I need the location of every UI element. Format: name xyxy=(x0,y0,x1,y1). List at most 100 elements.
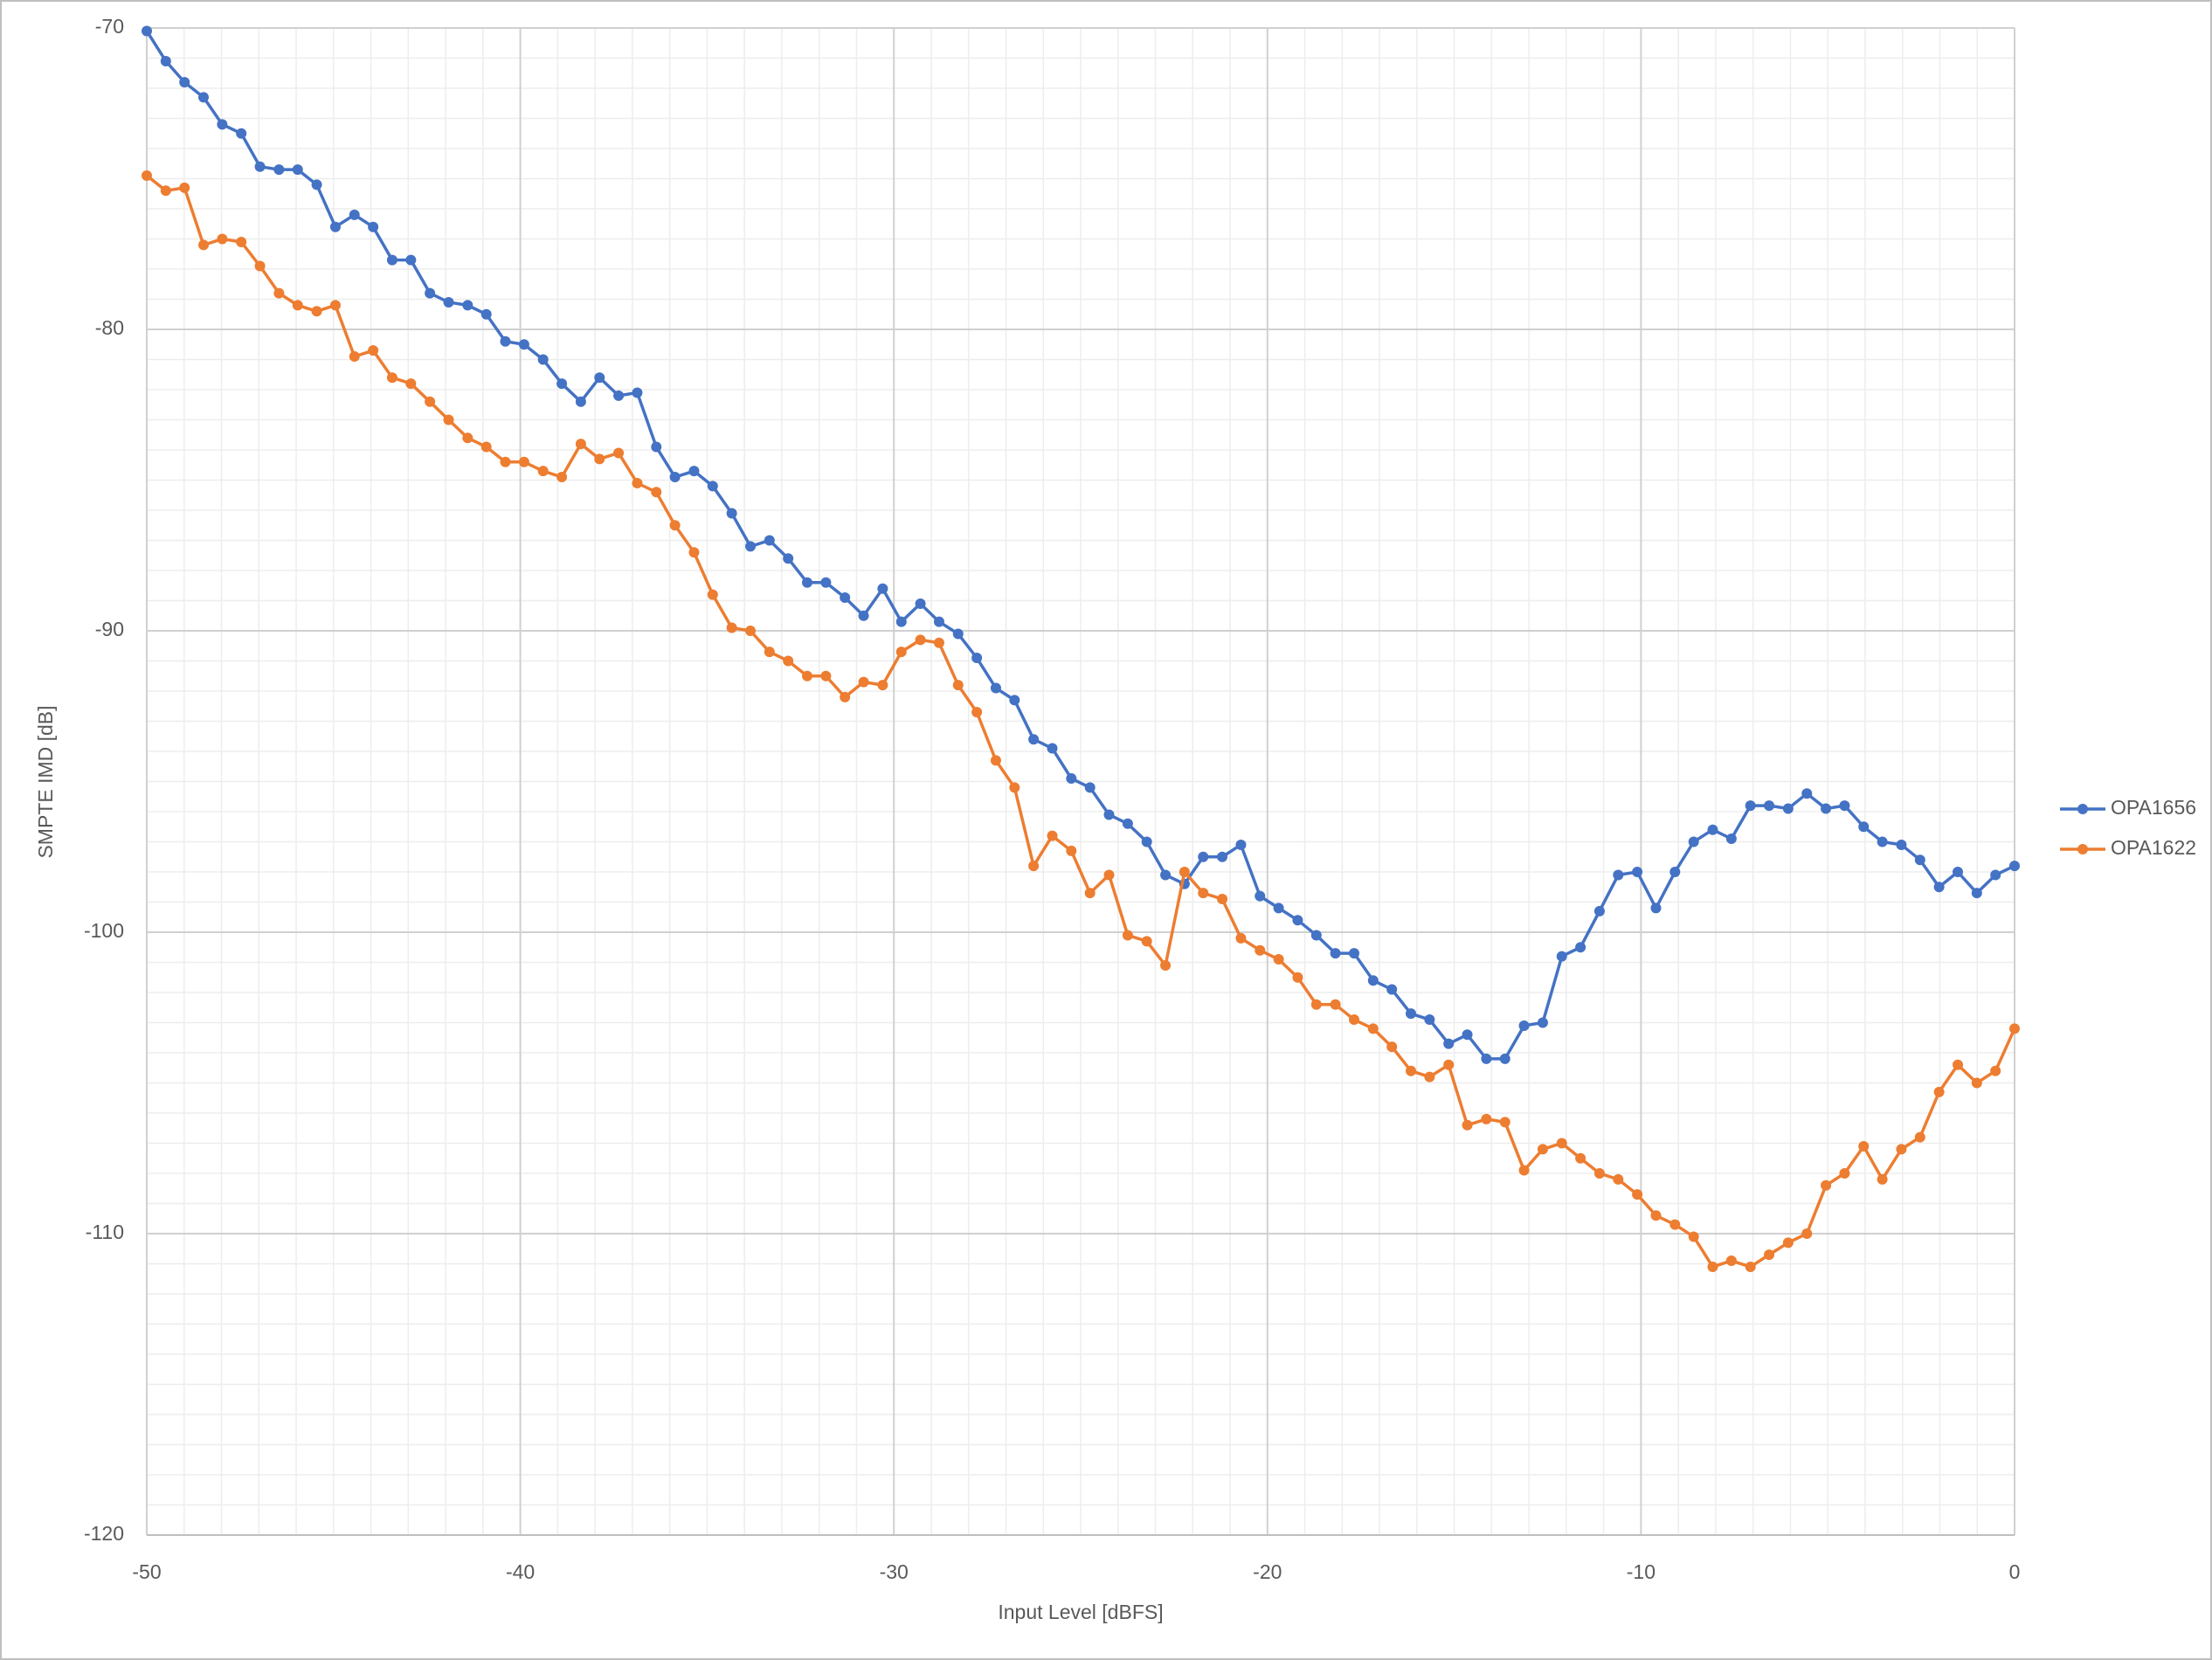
data-point xyxy=(1782,803,1794,814)
data-point xyxy=(311,306,322,317)
series xyxy=(142,170,2020,1272)
data-point xyxy=(575,439,586,450)
data-point xyxy=(1707,1261,1718,1272)
data-point xyxy=(254,161,266,172)
data-point xyxy=(1424,1071,1435,1082)
data-point xyxy=(217,233,228,245)
data-point xyxy=(179,182,190,193)
y-axis-label: SMPTE IMD [dB] xyxy=(34,705,57,858)
data-point xyxy=(1198,888,1209,899)
data-point xyxy=(1688,836,1699,847)
data-point xyxy=(1877,1173,1888,1185)
data-point xyxy=(368,221,379,232)
data-point xyxy=(1764,1249,1775,1261)
legend-label: OPA1622 xyxy=(2111,836,2196,859)
data-point xyxy=(1839,1168,1850,1179)
data-point xyxy=(632,477,643,488)
data-point xyxy=(1556,951,1567,962)
data-point xyxy=(915,598,926,609)
data-point xyxy=(273,287,285,299)
data-point xyxy=(500,335,511,347)
data-point xyxy=(1650,903,1662,914)
data-point xyxy=(443,414,454,425)
data-point xyxy=(160,55,171,66)
series xyxy=(142,25,2020,1064)
data-point xyxy=(1028,861,1040,872)
data-point xyxy=(1217,894,1228,905)
data-point xyxy=(1310,930,1322,941)
data-point xyxy=(1367,1023,1379,1034)
data-point xyxy=(1443,1038,1455,1049)
data-point xyxy=(1593,905,1605,916)
data-point xyxy=(142,25,152,37)
data-point xyxy=(820,577,832,588)
data-point xyxy=(1367,975,1379,986)
data-point xyxy=(518,339,529,350)
data-point xyxy=(1235,839,1247,850)
data-point xyxy=(1141,836,1152,847)
data-point xyxy=(1725,833,1737,845)
data-point xyxy=(1650,1210,1662,1221)
data-point xyxy=(254,260,266,272)
data-point xyxy=(1292,972,1303,983)
data-point xyxy=(1877,836,1888,847)
data-point xyxy=(1047,743,1058,754)
data-point xyxy=(1084,782,1096,793)
data-point xyxy=(292,300,303,311)
data-point xyxy=(1575,1152,1586,1164)
data-point xyxy=(462,300,474,311)
data-point xyxy=(1179,867,1190,877)
data-point xyxy=(745,626,757,636)
data-point xyxy=(236,236,247,247)
legend-label: OPA1656 xyxy=(2111,796,2196,819)
data-point xyxy=(1613,869,1624,881)
data-point xyxy=(2009,861,2020,872)
data-point xyxy=(726,508,737,519)
data-point xyxy=(783,553,794,564)
data-point xyxy=(933,637,944,648)
data-point xyxy=(1821,1179,1832,1191)
data-point xyxy=(933,616,944,627)
data-point xyxy=(594,372,605,384)
data-point xyxy=(425,396,436,407)
data-point xyxy=(405,254,417,266)
x-tick-label: -50 xyxy=(132,1560,161,1583)
data-point xyxy=(764,647,775,658)
data-point xyxy=(1330,999,1341,1010)
data-point xyxy=(425,287,436,299)
data-point xyxy=(1084,888,1096,899)
data-point xyxy=(329,300,341,311)
data-point xyxy=(1764,800,1775,812)
legend-marker xyxy=(2077,844,2088,854)
data-point xyxy=(1914,1131,1925,1143)
data-point xyxy=(1632,1189,1643,1200)
data-point xyxy=(1217,851,1228,862)
data-point xyxy=(1028,734,1040,745)
data-point xyxy=(1405,1008,1416,1020)
data-point xyxy=(1971,888,1982,899)
data-point xyxy=(1235,932,1247,944)
x-tick-label: -30 xyxy=(880,1560,909,1583)
data-point xyxy=(1801,1228,1813,1239)
data-point xyxy=(895,616,907,627)
data-point xyxy=(1537,1144,1548,1155)
data-point xyxy=(613,447,625,459)
data-point xyxy=(858,610,869,621)
series-line xyxy=(145,30,2015,1061)
data-point xyxy=(1009,695,1020,706)
data-point xyxy=(1821,803,1832,814)
data-point xyxy=(1669,1219,1681,1230)
data-point xyxy=(651,441,662,453)
legend-marker xyxy=(2077,804,2088,814)
data-point xyxy=(1953,867,1964,877)
data-point xyxy=(1613,1173,1624,1185)
data-point xyxy=(1405,1065,1416,1076)
data-point xyxy=(726,622,737,633)
data-point xyxy=(1009,782,1020,793)
data-point xyxy=(1632,867,1643,877)
data-point xyxy=(518,456,529,467)
data-point xyxy=(1933,882,1945,893)
data-point xyxy=(1669,867,1681,877)
